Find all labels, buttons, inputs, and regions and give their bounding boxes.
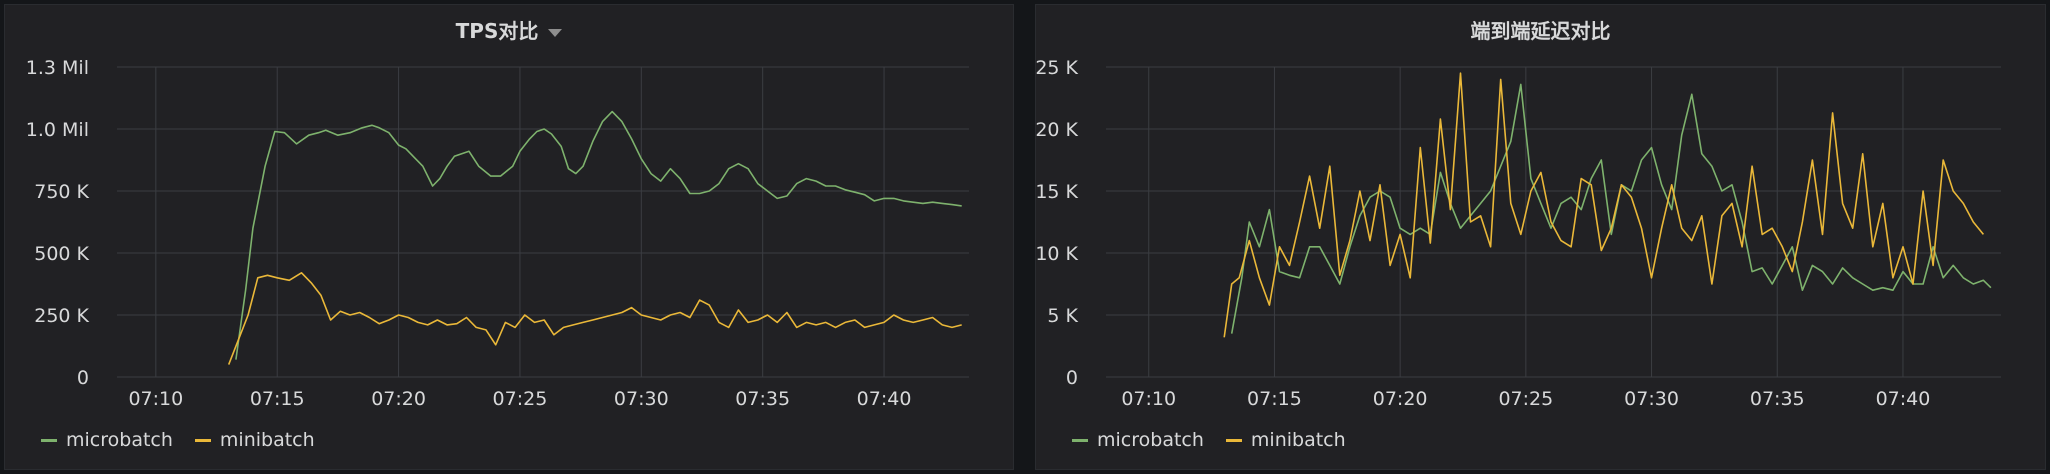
y-tick-label: 25 K [1036,57,1079,79]
x-tick-label: 07:20 [371,388,426,410]
y-tick-label: 750 K [34,181,89,203]
x-tick-label: 07:30 [1624,388,1679,410]
legend-label-microbatch[interactable]: microbatch [66,429,173,451]
legend-label-minibatch[interactable]: minibatch [1250,429,1346,451]
y-tick-label: 10 K [1036,243,1079,265]
tps-panel: TPS对比 0 250 K 500 K 750 K 1.0 Mil 1.3 Mil 07:1… [4,4,1014,470]
latency-legend: microbatch minibatch [1072,429,1368,451]
y-tick-label: 0 [1066,367,1078,389]
y-tick-label: 1.0 Mil [26,119,89,141]
x-tick-label: 07:15 [1247,388,1302,410]
legend-item-minibatch[interactable]: minibatch [1225,429,1346,451]
latency-panel: 端到端延迟对比 0 5 K 10 K 15 K 20 K 25 K 07:10 07:15 07… [1035,4,2046,470]
x-tick-label: 07:35 [1750,388,1805,410]
tps-panel-title-bar[interactable]: TPS对比 [5,15,1013,44]
latency-panel-title[interactable]: 端到端延迟对比 [1470,19,1611,43]
latency-chart: 0 5 K 10 K 15 K 20 K 25 K 07:10 07:15 07:20 07:25… [1036,57,2001,410]
legend-label-microbatch[interactable]: microbatch [1097,429,1204,451]
y-tick-label: 1.3 Mil [26,57,89,79]
legend-item-microbatch[interactable]: microbatch [41,429,173,451]
legend-swatch-microbatch [1072,438,1088,442]
panel-menu-caret-icon[interactable] [548,28,563,37]
x-tick-label: 07:10 [128,388,183,410]
series-line-minibatch [227,271,962,365]
x-tick-label: 07:40 [1876,388,1931,410]
series-line-minibatch [1223,72,1985,338]
y-tick-label: 0 [77,367,89,389]
series-line-microbatch [235,110,962,360]
latency-panel-title-bar[interactable]: 端到端延迟对比 [1036,15,2045,44]
x-tick-label: 07:10 [1121,388,1176,410]
x-tick-label: 07:15 [250,388,305,410]
legend-swatch-microbatch [41,438,57,442]
y-tick-label: 15 K [1036,181,1079,203]
y-tick-label: 20 K [1036,119,1079,141]
legend-item-microbatch[interactable]: microbatch [1072,429,1204,451]
legend-item-minibatch[interactable]: minibatch [194,429,315,451]
x-tick-label: 07:25 [493,388,548,410]
x-tick-label: 07:40 [857,388,912,410]
y-tick-label: 500 K [34,243,89,265]
tps-chart: 0 250 K 500 K 750 K 1.0 Mil 1.3 Mil 07:10 07:15… [26,57,969,410]
tps-panel-title[interactable]: TPS对比 [455,19,539,43]
legend-swatch-minibatch [194,438,211,442]
x-tick-label: 07:35 [735,388,790,410]
tps-legend: microbatch minibatch [41,429,337,451]
legend-swatch-minibatch [1225,438,1242,442]
y-tick-label: 5 K [1047,305,1078,327]
legend-label-minibatch[interactable]: minibatch [219,429,315,451]
series-line-microbatch [1230,83,1992,334]
x-tick-label: 07:25 [1498,388,1553,410]
y-tick-label: 250 K [34,305,89,327]
x-tick-label: 07:20 [1373,388,1428,410]
x-tick-label: 07:30 [614,388,669,410]
